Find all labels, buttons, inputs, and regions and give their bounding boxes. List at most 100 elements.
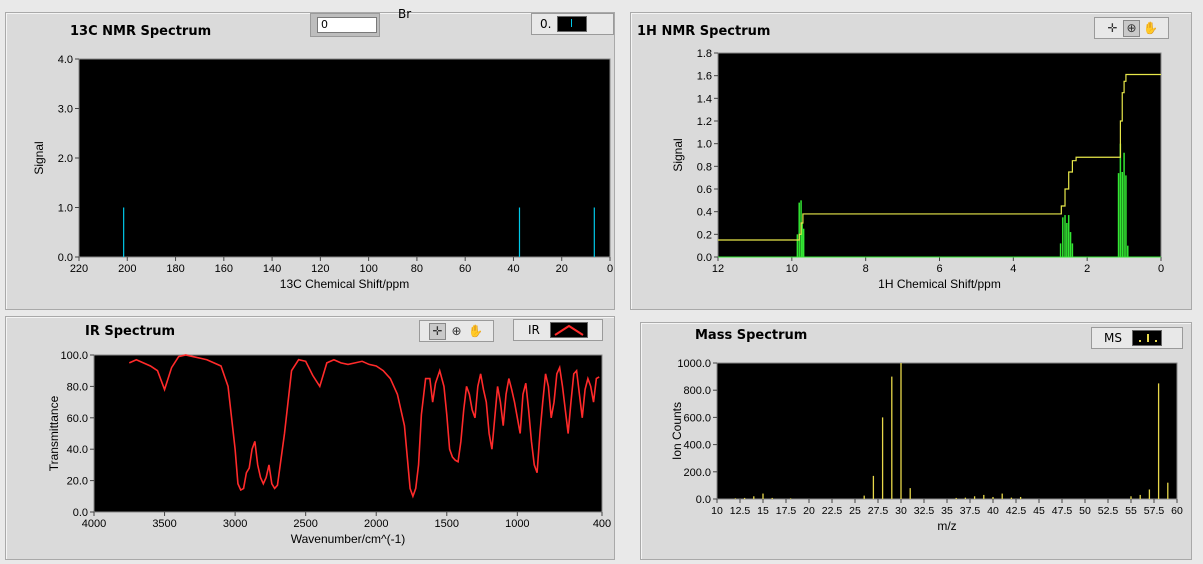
ms-legend[interactable]: MS — [1091, 327, 1183, 349]
ms-x-tick-label: 37.5 — [960, 505, 981, 517]
c13-panel: 13C NMR Spectrum 0 Br 0. 220 200 180 160 140… — [5, 7, 615, 310]
h1-title: 1H NMR Spectrum — [637, 24, 771, 39]
ir-graph-palette[interactable]: ✛ ⊕ ✋ — [419, 320, 494, 342]
ir-x-tick-label: 1500 — [435, 518, 459, 530]
zoom-icon[interactable]: ⊕ — [1123, 19, 1140, 37]
c13-plot-area — [78, 58, 611, 258]
ms-x-tick-label: 50 — [1079, 505, 1091, 517]
zoom-icon[interactable]: ⊕ — [451, 324, 462, 338]
ir-legend[interactable]: IR — [513, 319, 603, 341]
ms-x-tick-label: 42.5 — [1006, 505, 1027, 517]
ms-y-tick-label: 200.0 — [683, 467, 711, 479]
ms-y-tick-label: 0.0 — [696, 494, 711, 506]
h1-y-tick-label: 1.2 — [697, 116, 712, 128]
ms-legend-swatch — [1131, 330, 1162, 346]
ir-y-tick-label: 20.0 — [67, 476, 88, 488]
h1-x-tick-label: 6 — [936, 263, 942, 275]
ir-plot-area — [93, 354, 603, 513]
h1-y-axis-label: Signal — [671, 138, 685, 171]
h1-graph-palette[interactable]: ✛ ⊕ ✋ — [1094, 17, 1169, 39]
ms-y-tick-label: 400.0 — [683, 440, 711, 452]
h1-x-tick-label: 8 — [863, 263, 869, 275]
ir-y-tick-label: 80.0 — [67, 381, 88, 393]
h1-y-tick-label: 1.4 — [697, 93, 712, 105]
h1-y-tick-label: 0.4 — [697, 207, 712, 219]
ms-x-tick-label: 35 — [941, 505, 953, 517]
ir-legend-swatch — [549, 322, 588, 338]
ir-chart[interactable]: 4000 3500 3000 2500 2000 1500 1000 400 0.0 20.0 40… — [6, 317, 614, 559]
c13-x-tick-label: 80 — [411, 263, 423, 275]
h1-x-tick-label: 0 — [1158, 263, 1164, 275]
h1-x-axis-label: 1H Chemical Shift/ppm — [878, 277, 1001, 291]
ir-y-tick-label: 100.0 — [60, 350, 88, 362]
c13-chart[interactable]: 220 200 180 160 140 120 100 80 60 40 20 00.01.02.03… — [6, 13, 614, 309]
h1-chart[interactable]: 12 10 8 6 4 2 00.00.20.40.60.81.01.21.41.61.81… — [631, 13, 1191, 309]
h1-plot-area — [717, 52, 1162, 258]
h1-y-tick-label: 0.0 — [697, 252, 712, 264]
ir-y-tick-label: 0.0 — [73, 507, 88, 519]
h1-y-tick-label: 1.0 — [697, 139, 712, 151]
br-label: Br — [398, 7, 412, 21]
ms-x-tick-label: 40 — [987, 505, 999, 517]
ms-x-tick-label: 22.5 — [822, 505, 843, 517]
ms-x-tick-label: 45 — [1033, 505, 1045, 517]
ms-plot-area — [716, 362, 1178, 500]
cursor-icon[interactable]: ✛ — [1107, 21, 1118, 35]
c13-x-tick-label: 60 — [459, 263, 471, 275]
c13-y-tick-label: 2.0 — [58, 153, 73, 165]
h1-x-tick-label: 2 — [1084, 263, 1090, 275]
c13-legend[interactable]: 0. — [531, 13, 614, 35]
ir-panel: IR Spectrum ✛ ⊕ ✋ IR 4000 3500 3000 2500 200… — [5, 316, 615, 560]
c13-x-tick-label: 180 — [166, 263, 184, 275]
ir-y-tick-label: 40.0 — [67, 444, 88, 456]
ir-x-axis-label: Wavenumber/cm^(-1) — [291, 532, 406, 546]
ms-x-tick-label: 10 — [711, 505, 723, 517]
c13-x-tick-label: 20 — [556, 263, 568, 275]
ir-title: IR Spectrum — [85, 324, 175, 339]
ms-x-tick-label: 15 — [757, 505, 769, 517]
c13-x-tick-label: 200 — [118, 263, 136, 275]
ms-x-tick-label: 32.5 — [914, 505, 935, 517]
pan-hand-icon[interactable]: ✋ — [1143, 21, 1158, 35]
ir-x-tick-label: 1000 — [505, 518, 529, 530]
ms-x-tick-label: 12.5 — [730, 505, 751, 517]
h1-y-tick-label: 1.6 — [697, 71, 712, 83]
ms-x-axis-label: m/z — [937, 519, 956, 533]
ir-x-tick-label: 4000 — [82, 518, 106, 530]
ir-legend-label: IR — [528, 323, 540, 337]
ms-y-tick-label: 800.0 — [683, 385, 711, 397]
c13-y-tick-label: 0.0 — [58, 252, 73, 264]
ms-y-tick-label: 1000.0 — [677, 358, 711, 370]
ms-x-tick-label: 60 — [1171, 505, 1183, 517]
ir-x-tick-label: 400 — [593, 518, 611, 530]
h1-x-tick-label: 10 — [786, 263, 798, 275]
h1-y-tick-label: 0.2 — [697, 229, 712, 241]
c13-x-tick-label: 0 — [607, 263, 613, 275]
c13-x-tick-label: 100 — [359, 263, 377, 275]
c13-y-tick-label: 1.0 — [58, 203, 73, 215]
h1-x-tick-label: 12 — [712, 263, 724, 275]
ir-spectrum-line — [128, 354, 600, 499]
c13-numeric-control[interactable]: 0 — [310, 13, 380, 37]
cursor-icon[interactable]: ✛ — [429, 322, 446, 340]
pan-hand-icon[interactable]: ✋ — [468, 324, 483, 338]
ms-x-tick-label: 20 — [803, 505, 815, 517]
ms-y-axis-label: Ion Counts — [670, 402, 684, 460]
ms-x-tick-label: 27.5 — [868, 505, 889, 517]
ms-chart[interactable]: 10 12.5 15 17.5 20 22.5 25 27.5 30 32.5 35 37.5 40 42… — [641, 323, 1191, 559]
c13-x-tick-label: 140 — [263, 263, 281, 275]
c13-x-axis-label: 13C Chemical Shift/ppm — [280, 277, 409, 291]
c13-numeric-value[interactable]: 0 — [317, 17, 377, 33]
ms-x-tick-label: 52.5 — [1098, 505, 1119, 517]
c13-x-tick-label: 220 — [70, 263, 88, 275]
c13-legend-swatch — [557, 16, 588, 32]
ms-x-tick-label: 55 — [1125, 505, 1137, 517]
ir-y-tick-label: 60.0 — [67, 413, 88, 425]
ms-panel: Mass Spectrum MS 10 12.5 15 17.5 20 22.5 25 27.… — [640, 322, 1192, 560]
ir-x-tick-label: 3000 — [223, 518, 247, 530]
ms-x-tick-label: 30 — [895, 505, 907, 517]
ms-x-tick-label: 47.5 — [1052, 505, 1073, 517]
ir-x-tick-label: 2500 — [293, 518, 317, 530]
ms-x-tick-label: 17.5 — [776, 505, 797, 517]
ms-title: Mass Spectrum — [695, 328, 808, 343]
